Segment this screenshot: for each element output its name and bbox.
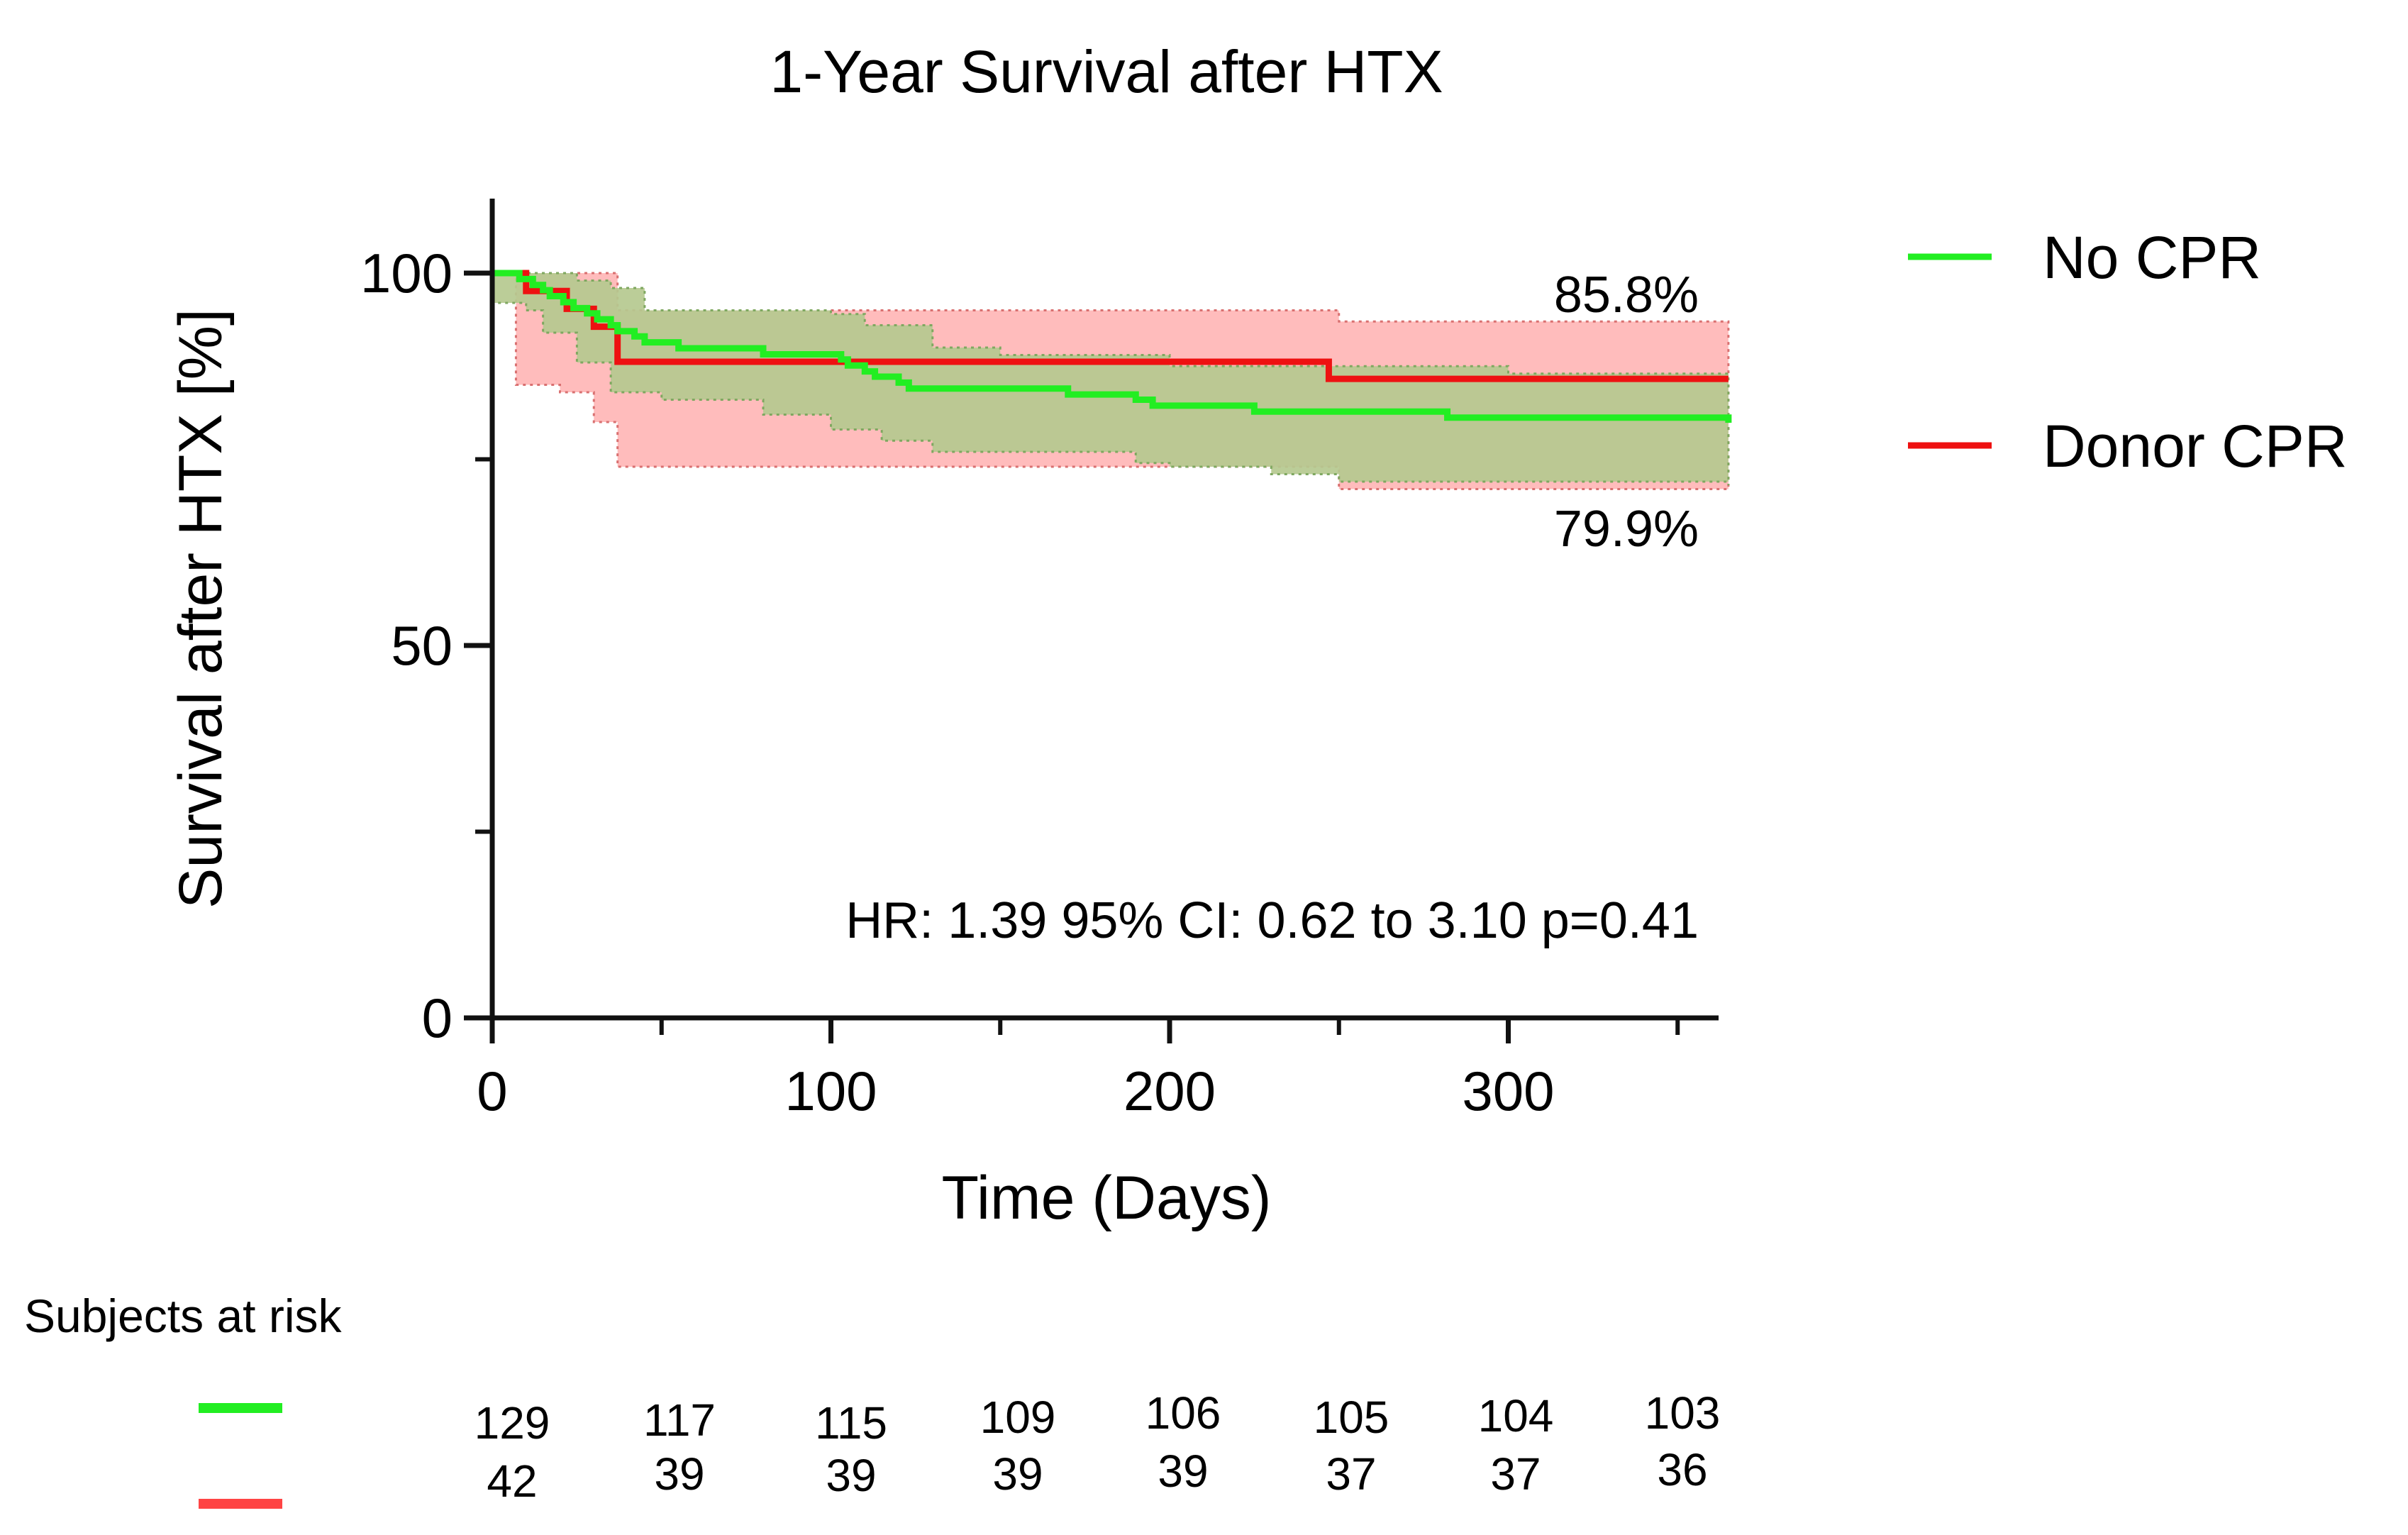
risk-value-donor-cpr-6: 37 [1490, 1448, 1541, 1500]
plot-area: 0 50 100 0 100 200 300 [360, 199, 1732, 1122]
risk-value-donor-cpr-1: 39 [654, 1448, 704, 1500]
survival-curve-donor-cpr [492, 270, 1729, 382]
risk-value-no-cpr-0: 129 [475, 1397, 550, 1448]
x-axis-label: Time (Days) [941, 1164, 1271, 1232]
chart-title: 1-Year Survival after HTX [770, 38, 1443, 105]
risk-value-donor-cpr-5: 37 [1326, 1448, 1376, 1500]
legend-label-no-cpr: No CPR [2043, 224, 2261, 291]
y-axis-label: Survival after HTX [%] [167, 309, 235, 909]
risk-value-no-cpr-7: 103 [1645, 1387, 1721, 1439]
risk-value-donor-cpr-0: 42 [487, 1456, 537, 1507]
hazard-ratio-annotation: HR: 1.39 95% CI: 0.62 to 3.10 p=0.41 [845, 892, 1699, 949]
x-tick-label-300: 300 [1462, 1060, 1554, 1122]
risk-table: Subjects at risk 129 117 115 109 106 105 104 10… [24, 1290, 1721, 1509]
risk-values: 129 117 115 109 106 105 104 103 42 39 39 39 39 37 37 36 [475, 1387, 1721, 1507]
risk-value-donor-cpr-7: 36 [1657, 1444, 1707, 1495]
legend-label-donor-cpr: Donor CPR [2043, 413, 2347, 480]
risk-value-no-cpr-3: 109 [980, 1392, 1056, 1443]
risk-value-donor-cpr-3: 39 [992, 1448, 1043, 1500]
risk-table-title: Subjects at risk [24, 1290, 342, 1342]
risk-value-donor-cpr-4: 39 [1158, 1446, 1208, 1497]
y-tick-label-50: 50 [391, 614, 453, 677]
legend: No CPR Donor CPR [1908, 224, 2347, 480]
survival-curve-no-cpr [492, 270, 1732, 423]
x-tick-label-200: 200 [1123, 1060, 1216, 1122]
x-tick-label-0: 0 [477, 1060, 507, 1122]
y-tick-label-100: 100 [360, 242, 453, 304]
ci-band-no-cpr [491, 272, 1730, 486]
y-tick-label-0: 0 [422, 987, 453, 1049]
risk-value-no-cpr-4: 106 [1145, 1387, 1221, 1439]
risk-value-no-cpr-6: 104 [1478, 1390, 1554, 1441]
no-cpr-end-label: 79.9% [1554, 501, 1699, 558]
risk-value-no-cpr-2: 115 [815, 1397, 887, 1448]
risk-value-donor-cpr-2: 39 [826, 1450, 876, 1501]
donor-cpr-end-label: 85.8% [1554, 267, 1699, 323]
x-tick-label-100: 100 [784, 1060, 877, 1122]
risk-value-no-cpr-5: 105 [1314, 1392, 1389, 1443]
risk-value-no-cpr-1: 117 [643, 1395, 716, 1446]
